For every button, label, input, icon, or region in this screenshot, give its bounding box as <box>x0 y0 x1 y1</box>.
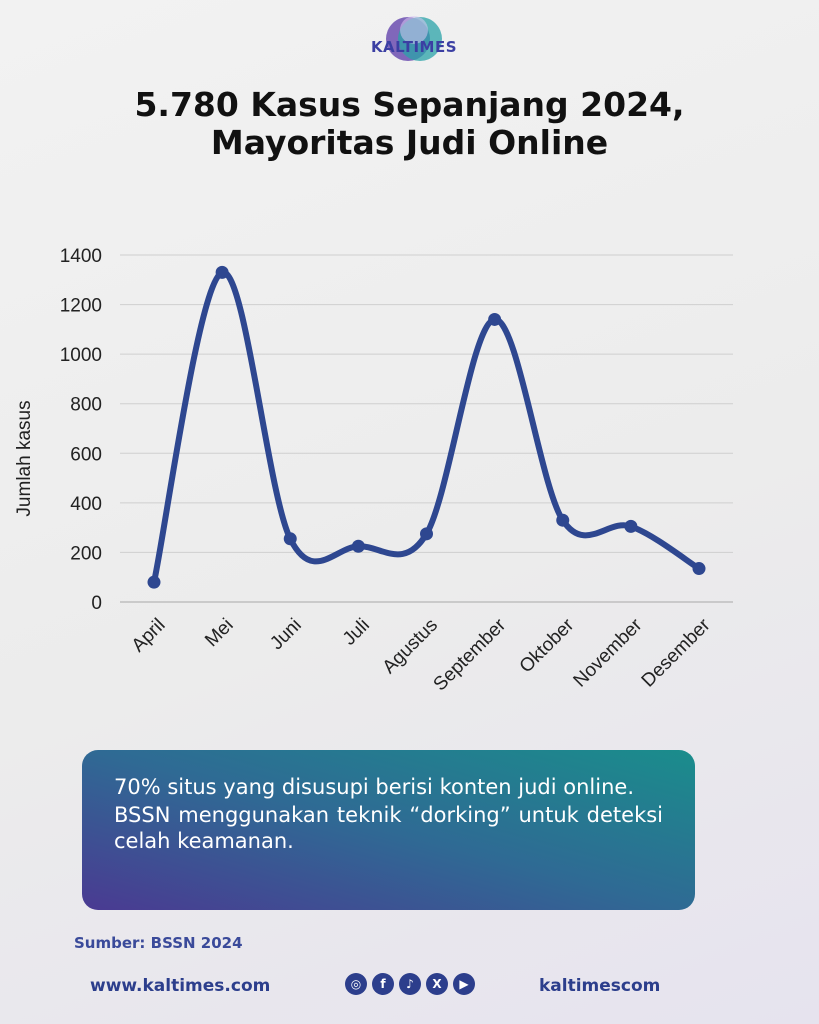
tiktok-icon[interactable]: ♪ <box>399 973 421 995</box>
data-point-april <box>147 575 161 589</box>
website-link[interactable]: www.kaltimes.com <box>90 976 271 996</box>
source-label: Sumber: BSSN 2024 <box>74 934 243 952</box>
page-title: 5.780 Kasus Sepanjang 2024, Mayoritas Ju… <box>0 86 819 162</box>
logo-circles-icon <box>386 16 442 61</box>
x-tick-label: Mei <box>201 615 238 652</box>
facebook-icon[interactable]: f <box>372 973 394 995</box>
y-tick-label: 0 <box>91 593 102 614</box>
y-tick-label: 1200 <box>60 296 102 317</box>
y-tick-label: 400 <box>70 494 102 515</box>
title-line-1: 5.780 Kasus Sepanjang 2024, <box>134 85 685 124</box>
y-tick-label: 200 <box>70 543 102 564</box>
y-tick-label: 600 <box>70 444 102 465</box>
y-tick-label: 1000 <box>60 345 102 366</box>
data-point-agustus <box>420 527 433 541</box>
data-point-november <box>624 519 638 533</box>
brand-logo: KALTIMES <box>362 10 466 68</box>
x-tick-label: Juli <box>339 615 374 650</box>
title-line-2: Mayoritas Judi Online <box>210 123 609 162</box>
x-tick-label: Desember <box>638 614 715 691</box>
social-icons: ◎ f ♪ X ▶ <box>345 973 475 995</box>
x-tick-label: Oktober <box>516 614 579 677</box>
data-point-desember <box>692 562 706 576</box>
social-handle[interactable]: kaltimescom <box>539 976 661 996</box>
youtube-icon[interactable]: ▶ <box>453 973 475 995</box>
x-tick-label: April <box>128 615 170 657</box>
y-tick-label: 1400 <box>60 246 102 267</box>
info-line-1: 70% situs yang disusupi berisi konten ju… <box>114 775 634 799</box>
y-axis-label: Jumlah kasus <box>14 400 35 516</box>
data-point-juli <box>351 539 365 553</box>
data-point-september <box>488 312 502 326</box>
data-point-oktober <box>556 513 570 527</box>
data-point-juni <box>283 532 297 546</box>
info-box: 70% situs yang disusupi berisi konten ju… <box>82 750 695 910</box>
data-point-mei <box>215 265 229 279</box>
x-tick-label: September <box>430 614 511 695</box>
instagram-icon[interactable]: ◎ <box>345 973 367 995</box>
x-tick-label: Agustus <box>379 615 442 678</box>
brand-name: KALTIMES <box>370 38 458 56</box>
y-tick-label: 800 <box>70 395 102 416</box>
x-tick-label: November <box>570 614 647 691</box>
x-tick-label: Juni <box>266 615 305 654</box>
info-line-2: BSSN menggunakan teknik “dorking” untuk … <box>114 803 663 853</box>
line-chart: 0 200 400 600 800 1000 1200 1400 Jumlah kasus Apr… <box>14 246 733 695</box>
x-icon[interactable]: X <box>426 973 448 995</box>
